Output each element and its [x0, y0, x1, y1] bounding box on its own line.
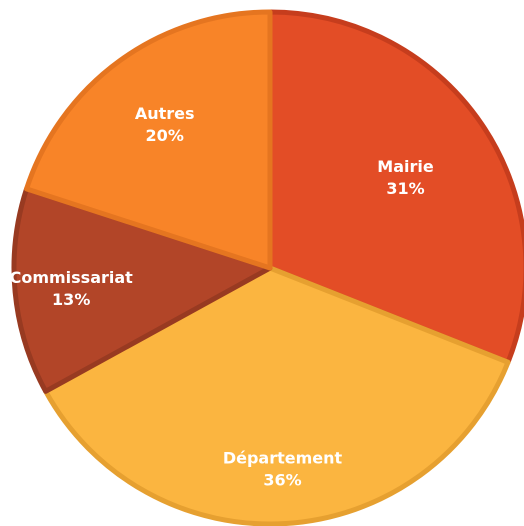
- pie-slices: [11, 9, 524, 526]
- pie-labels: Mairie 31% Département 36% Commissariat 13% Au…: [10, 104, 434, 489]
- pie-slice-autres: [24, 9, 273, 271]
- pie-slice-mairie: [267, 9, 524, 365]
- pie-slice-departement: [43, 265, 511, 526]
- pie-label-autres: Autres: [135, 104, 195, 123]
- pie-value-label-mairie: 31%: [386, 179, 424, 198]
- pie-label-departement: Département: [223, 448, 343, 467]
- pie-slice-commissariat: [11, 186, 273, 394]
- pie-value-label-commissariat: 13%: [52, 290, 90, 309]
- pie-value-label-departement: 36%: [263, 470, 301, 489]
- pie-label-commissariat: Commissariat: [10, 268, 134, 287]
- pie-label-mairie: Mairie: [377, 157, 434, 176]
- pie-value-label-autres: 20%: [146, 126, 184, 145]
